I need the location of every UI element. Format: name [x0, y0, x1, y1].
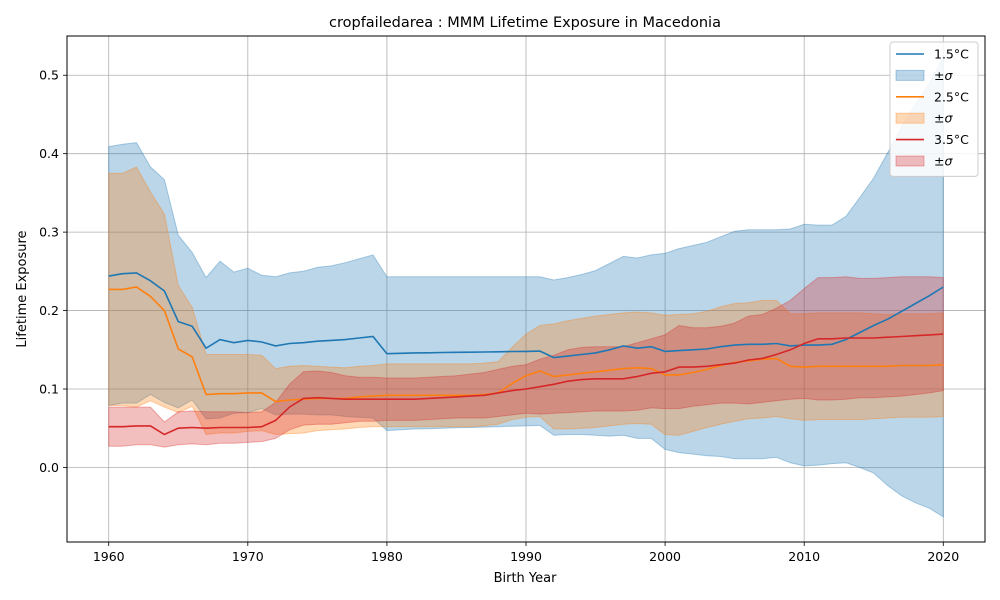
legend-label: 3.5°C — [934, 132, 969, 147]
legend-band-label: ±σ — [934, 154, 953, 169]
x-tick-label: 1980 — [371, 549, 403, 564]
y-axis-label: Lifetime Exposure — [15, 230, 30, 347]
x-tick-label: 1990 — [510, 549, 542, 564]
legend-box — [889, 41, 979, 177]
x-tick-label: 2010 — [788, 549, 820, 564]
line-1.5°C — [108, 272, 944, 359]
line-3.5°C — [108, 333, 944, 436]
x-tick-label: 1970 — [232, 549, 264, 564]
legend-band-swatch — [895, 155, 925, 167]
y-tick-label: 0.2 — [39, 303, 59, 318]
y-tick-label: 0.5 — [39, 68, 59, 83]
band-2.5°C — [108, 166, 944, 436]
lines — [108, 272, 944, 436]
axis-ticks: 1960 1970 1980 1990 2000 2010 2020 0.0 0.1 0.2 0.3… — [39, 68, 959, 564]
band-3.5°C — [108, 276, 944, 448]
y-tick-label: 0.4 — [39, 146, 59, 161]
chart-title: cropfailedarea : MMM Lifetime Exposure i… — [329, 15, 721, 31]
x-tick-label: 1960 — [93, 549, 125, 564]
y-tick-label: 0.3 — [39, 225, 59, 240]
x-axis-label: Birth Year — [494, 571, 558, 586]
x-tick-label: 2020 — [927, 549, 959, 564]
legend-label: 2.5°C — [934, 89, 969, 104]
line-2.5°C — [108, 286, 944, 403]
grid — [67, 36, 985, 542]
bands — [108, 56, 944, 518]
legend: 1.5°C ±σ 2.5°C ±σ 3.5°C ±σ — [889, 41, 979, 177]
band-1.5°C — [108, 56, 944, 518]
legend-band-label: ±σ — [934, 111, 953, 126]
y-tick-label: 0.1 — [39, 382, 59, 397]
y-tick-label: 0.0 — [39, 460, 59, 475]
legend-band-swatch — [895, 69, 925, 81]
legend-band-label: ±σ — [934, 68, 953, 83]
legend-band-swatch — [895, 112, 925, 124]
legend-label: 1.5°C — [934, 47, 969, 62]
x-tick-label: 2000 — [649, 549, 681, 564]
